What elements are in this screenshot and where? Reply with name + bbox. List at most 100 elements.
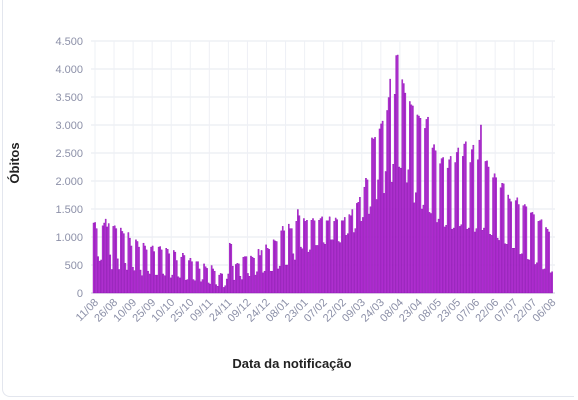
bar <box>203 263 205 294</box>
bar <box>422 204 425 294</box>
bar <box>148 273 151 294</box>
y-tick-label: 3.000 <box>55 120 83 132</box>
bar <box>228 242 231 294</box>
bar <box>313 220 316 294</box>
bar <box>123 233 125 294</box>
bar <box>191 261 193 294</box>
bar <box>378 128 381 294</box>
bar <box>201 279 204 294</box>
bar <box>238 263 240 294</box>
bar <box>418 115 420 294</box>
bar <box>227 273 230 294</box>
bar <box>396 54 399 294</box>
bar <box>144 245 146 294</box>
bar <box>480 124 482 294</box>
bar <box>401 79 404 294</box>
bar <box>410 104 413 294</box>
bar <box>109 254 112 294</box>
bar <box>162 273 164 294</box>
bar <box>413 202 416 294</box>
bar <box>247 273 249 294</box>
bar <box>222 287 225 294</box>
bar <box>489 233 491 294</box>
bar <box>218 274 220 294</box>
bar <box>182 253 184 294</box>
bar <box>492 177 494 294</box>
bar <box>353 232 355 294</box>
bar <box>248 276 251 294</box>
bar <box>348 214 351 294</box>
bar <box>121 231 124 294</box>
bar <box>477 159 479 294</box>
bar <box>112 226 115 294</box>
bar <box>362 217 364 294</box>
bar <box>207 282 210 294</box>
bar <box>286 264 289 294</box>
bar <box>132 267 134 294</box>
bar <box>215 284 217 294</box>
bar <box>521 253 523 294</box>
bar <box>412 105 414 294</box>
y-tick-label: 4.500 <box>55 36 83 48</box>
bar <box>213 270 216 294</box>
bar <box>499 187 502 294</box>
bar <box>537 221 540 294</box>
bar <box>406 182 408 294</box>
bar <box>98 260 101 294</box>
bar <box>120 227 122 294</box>
bar <box>307 251 310 294</box>
bar <box>392 163 394 294</box>
bar <box>321 216 323 294</box>
bar <box>342 220 345 294</box>
bar <box>474 231 476 294</box>
bar <box>124 263 127 294</box>
bar <box>189 258 192 294</box>
bar <box>472 144 475 294</box>
bar <box>263 270 266 294</box>
bar <box>304 221 307 294</box>
bar <box>331 239 334 294</box>
bar <box>197 261 199 294</box>
bar <box>536 262 538 294</box>
bar <box>330 239 332 294</box>
bar <box>271 270 273 294</box>
bar <box>216 286 219 294</box>
bar <box>315 245 317 294</box>
bar <box>372 138 375 294</box>
bar <box>513 247 516 294</box>
bar <box>510 201 513 294</box>
bar <box>278 265 281 294</box>
bar <box>130 245 133 294</box>
bar <box>219 273 222 294</box>
bar <box>371 137 373 294</box>
bar <box>104 218 107 294</box>
bar <box>225 278 228 294</box>
bar <box>478 139 481 294</box>
bar <box>430 213 432 294</box>
bar <box>327 220 329 294</box>
bar <box>262 272 264 294</box>
bar <box>551 271 553 294</box>
bar <box>281 226 284 294</box>
bar <box>539 220 541 294</box>
bar <box>415 192 417 294</box>
bar <box>343 217 346 294</box>
bar <box>322 242 325 294</box>
bar <box>169 277 172 294</box>
bar <box>525 206 528 294</box>
bar <box>312 218 314 294</box>
bar <box>177 276 180 294</box>
bar <box>165 247 168 294</box>
bar <box>356 203 358 294</box>
bar <box>469 162 472 294</box>
bar <box>504 243 506 294</box>
bar <box>309 249 311 294</box>
y-tick-label: 4.000 <box>55 64 83 76</box>
bar <box>294 259 296 294</box>
bar <box>419 118 422 294</box>
bar <box>260 250 263 294</box>
bar <box>253 258 255 294</box>
bar <box>318 219 320 294</box>
bar <box>324 244 326 294</box>
bar <box>389 78 391 294</box>
